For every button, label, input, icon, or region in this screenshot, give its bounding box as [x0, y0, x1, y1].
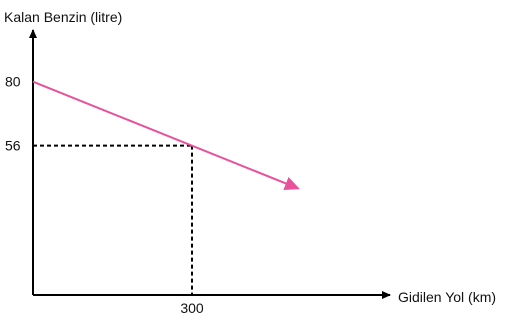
y-tick-label: 80 [5, 74, 21, 90]
x-axis-label: Gidilen Yol (km) [398, 289, 496, 305]
x-tick-label: 300 [180, 300, 204, 316]
series-line [32, 80, 300, 190]
y-tick-label: 56 [5, 138, 21, 154]
y-axis-label: Kalan Benzin (litre) [4, 9, 122, 25]
